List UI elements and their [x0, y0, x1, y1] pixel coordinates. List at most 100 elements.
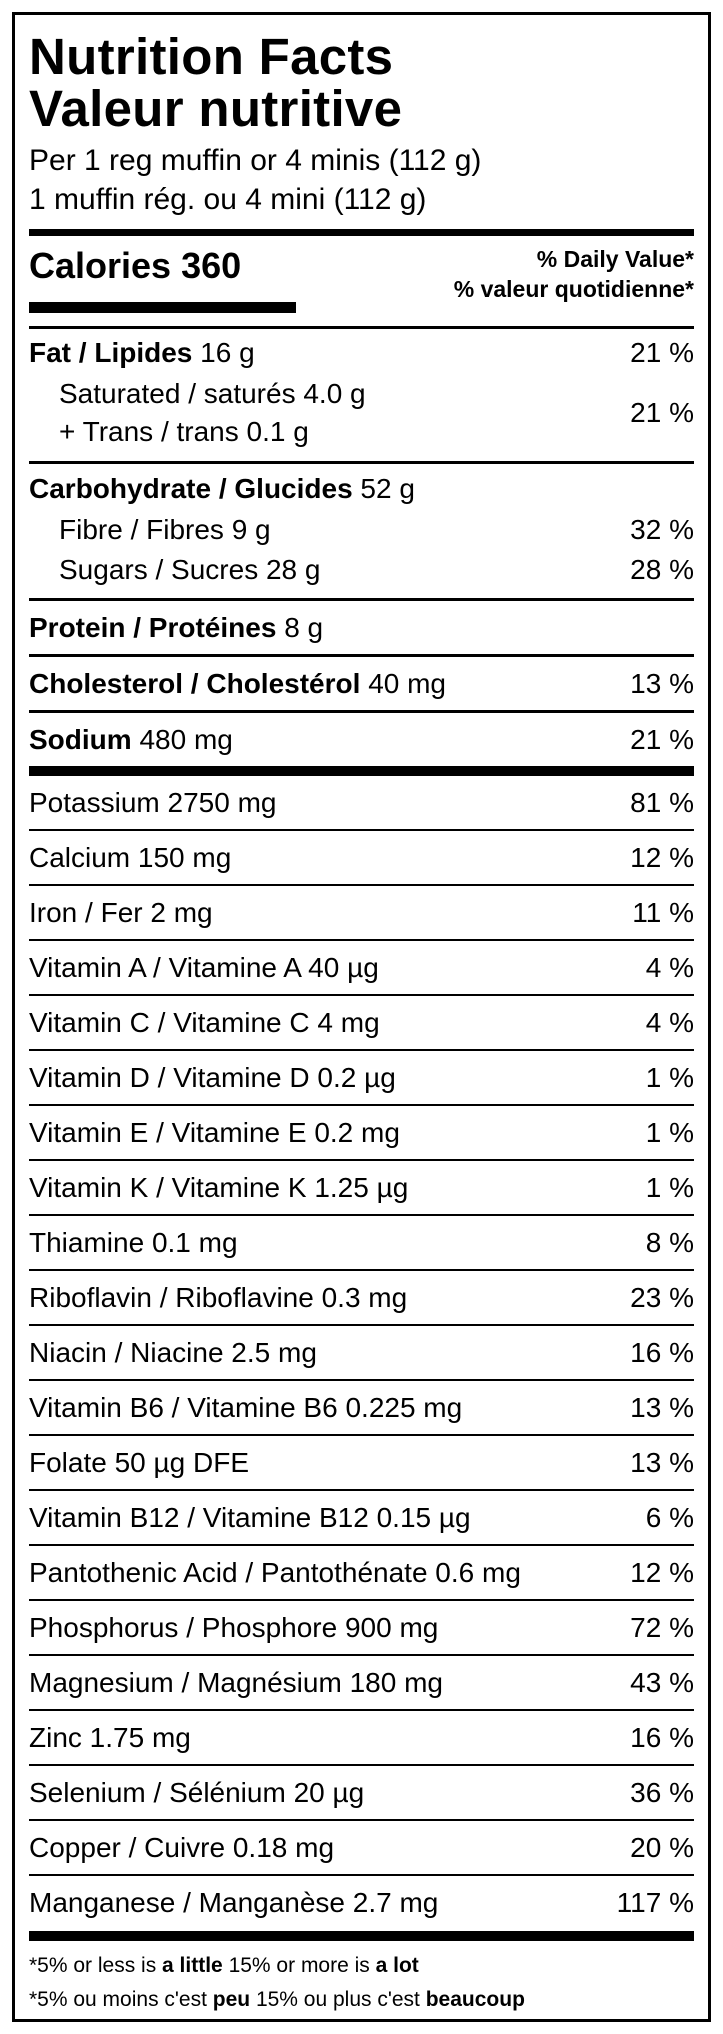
divider	[29, 1104, 694, 1106]
nutrient-label: Iron / Fer 2 mg	[29, 896, 213, 928]
sodium-pct: 21 %	[630, 723, 694, 755]
calories-bar	[29, 302, 296, 313]
nutrient-row: Vitamin A / Vitamine A 40 µg 4 %	[29, 941, 694, 994]
nutrient-pct: 12 %	[630, 841, 694, 873]
nutrient-pct: 12 %	[630, 1556, 694, 1588]
nutrient-pct: 1 %	[645, 1171, 694, 1203]
nutrient-label: Manganese / Manganèse 2.7 mg	[29, 1886, 439, 1918]
divider	[29, 1544, 694, 1546]
nutrient-label: Calcium 150 mg	[29, 841, 232, 873]
nutrient-row: Folate 50 µg DFE 13 %	[29, 1436, 694, 1489]
nutrient-row: Zinc 1.75 mg 16 %	[29, 1711, 694, 1764]
sodium-label: Sodium	[29, 723, 132, 755]
nutrient-row: Vitamin D / Vitamine D 0.2 µg 1 %	[29, 1051, 694, 1104]
sodium-row: Sodium 480 mg 21 %	[29, 713, 694, 766]
nutrient-pct: 16 %	[630, 1336, 694, 1368]
nutrient-label: Vitamin B6 / Vitamine B6 0.225 mg	[29, 1391, 463, 1423]
calories: Calories 360	[29, 245, 242, 286]
cholesterol-label: Cholesterol / Cholestérol	[29, 667, 361, 699]
nutrient-pct: 20 %	[630, 1831, 694, 1863]
nutrient-row: Calcium 150 mg 12 %	[29, 831, 694, 884]
nutrient-pct: 1 %	[645, 1061, 694, 1093]
nutrient-row: Magnesium / Magnésium 180 mg 43 %	[29, 1656, 694, 1709]
nutrient-row: Niacin / Niacine 2.5 mg 16 %	[29, 1326, 694, 1379]
nutrient-pct: 4 %	[645, 1006, 694, 1038]
nutrient-row: Riboflavin / Riboflavine 0.3 mg 23 %	[29, 1271, 694, 1324]
divider	[29, 829, 694, 831]
divider	[29, 710, 694, 713]
nutrient-pct: 6 %	[645, 1501, 694, 1533]
divider	[29, 1434, 694, 1436]
cholesterol-row: Cholesterol / Cholestérol 40 mg 13 %	[29, 657, 694, 710]
title-en: Nutrition Facts	[29, 28, 394, 85]
divider-thick	[29, 229, 694, 236]
nutrient-label: Vitamin B12 / Vitamine B12 0.15 µg	[29, 1501, 471, 1533]
divider	[29, 1819, 694, 1821]
nutrient-row: Copper / Cuivre 0.18 mg 20 %	[29, 1821, 694, 1874]
sodium-amount: 480 mg	[139, 723, 233, 755]
fibre-pct: 32 %	[630, 514, 694, 545]
nutrient-pct: 16 %	[630, 1721, 694, 1753]
nutrient-pct: 72 %	[630, 1611, 694, 1643]
nutrient-row: Pantothenic Acid / Pantothénate 0.6 mg 12…	[29, 1546, 694, 1599]
sugars-label: Sugars / Sucres 28 g	[59, 554, 321, 585]
nutrient-label: Zinc 1.75 mg	[29, 1721, 191, 1753]
nutrient-label: Magnesium / Magnésium 180 mg	[29, 1666, 443, 1698]
nutrient-row: Vitamin B6 / Vitamine B6 0.225 mg 13 %	[29, 1381, 694, 1434]
daily-value-header: % Daily Value* % valeur quotidienne*	[454, 244, 694, 304]
divider	[29, 598, 694, 601]
nutrient-row: Vitamin K / Vitamine K 1.25 µg 1 %	[29, 1161, 694, 1214]
fibre-label: Fibre / Fibres 9 g	[59, 514, 271, 545]
divider	[29, 939, 694, 941]
divider	[29, 1214, 694, 1216]
nutrient-row: Iron / Fer 2 mg 11 %	[29, 886, 694, 939]
divider	[29, 884, 694, 886]
divider-thick	[29, 1931, 694, 1941]
nutrient-label: Vitamin E / Vitamine E 0.2 mg	[29, 1116, 400, 1148]
nutrient-row: Selenium / Sélénium 20 µg 36 %	[29, 1766, 694, 1819]
nutrient-row: Potassium 2750 mg 81 %	[29, 776, 694, 829]
nutrient-row: Vitamin B12 / Vitamine B12 0.15 µg 6 %	[29, 1491, 694, 1544]
nutrient-pct: 81 %	[630, 786, 694, 818]
divider	[29, 1379, 694, 1381]
divider	[29, 1489, 694, 1491]
protein-row: Protein / Protéines 8 g	[29, 601, 694, 654]
nutrient-label: Vitamin D / Vitamine D 0.2 µg	[29, 1061, 396, 1093]
nutrient-row: Phosphorus / Phosphore 900 mg 72 %	[29, 1601, 694, 1654]
nutrition-facts-label: Nutrition Facts Valeur nutritive Per 1 r…	[12, 12, 711, 2022]
nutrient-label: Vitamin K / Vitamine K 1.25 µg	[29, 1171, 409, 1203]
divider	[29, 1764, 694, 1766]
saturated-row: Saturated / saturés 4.0 g + Trans / tran…	[29, 373, 694, 453]
carbohydrate-label: Carbohydrate / Glucides	[29, 473, 353, 504]
divider	[29, 1874, 694, 1876]
fat-amount: 16 g	[200, 337, 255, 368]
footnote-fr: *5% ou moins c'est peu 15% ou plus c'est…	[29, 1988, 525, 2011]
cholesterol-pct: 13 %	[630, 667, 694, 699]
divider	[29, 1049, 694, 1051]
serving-size: Per 1 reg muffin or 4 minis (112 g) 1 mu…	[29, 141, 694, 219]
carbohydrate-row: Carbohydrate / Glucides 52 g	[29, 468, 694, 510]
divider	[29, 1269, 694, 1271]
divider	[29, 1324, 694, 1326]
nutrient-pct: 4 %	[645, 951, 694, 983]
divider	[29, 994, 694, 996]
nutrient-pct: 43 %	[630, 1666, 694, 1698]
divider	[29, 1709, 694, 1711]
divider	[29, 1599, 694, 1601]
divider	[29, 461, 694, 464]
trans-label: + Trans / trans 0.1 g	[59, 416, 309, 447]
divider	[29, 1159, 694, 1161]
nutrient-label: Phosphorus / Phosphore 900 mg	[29, 1611, 439, 1643]
nutrient-row: Vitamin C / Vitamine C 4 mg 4 %	[29, 996, 694, 1049]
dv-fr: % valeur quotidienne*	[453, 276, 694, 302]
nutrient-label: Riboflavin / Riboflavine 0.3 mg	[29, 1281, 408, 1313]
nutrient-pct: 13 %	[630, 1446, 694, 1478]
nutrient-pct: 13 %	[630, 1391, 694, 1423]
dv-en: % Daily Value*	[536, 246, 694, 272]
saturated-label: Saturated / saturés 4.0 g	[59, 378, 366, 409]
cholesterol-amount: 40 mg	[368, 667, 447, 699]
sugars-pct: 28 %	[630, 554, 694, 585]
divider	[29, 326, 694, 329]
divider	[29, 1654, 694, 1656]
divider	[29, 654, 694, 657]
